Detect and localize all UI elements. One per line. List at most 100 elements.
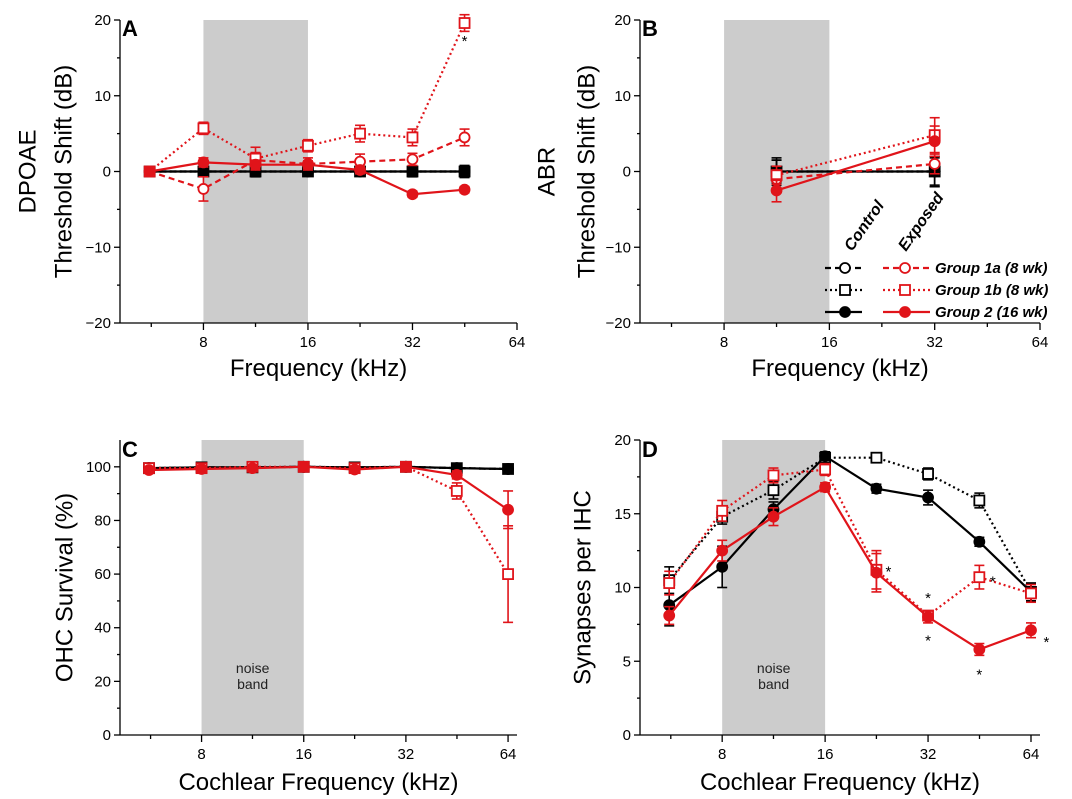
x-tick-label: 8	[199, 334, 207, 351]
y-tick-label: 0	[103, 727, 111, 744]
data-point	[354, 127, 366, 140]
data-point	[928, 135, 941, 148]
data-point	[870, 451, 883, 464]
data-point	[302, 139, 314, 152]
data-point	[839, 284, 851, 296]
significance-star: *	[990, 574, 996, 591]
x-tick-label: 64	[1032, 334, 1049, 351]
data-point	[246, 462, 259, 475]
x-tick-label: 8	[197, 746, 205, 763]
panel-label: C	[122, 437, 138, 462]
data-point	[502, 503, 514, 516]
data-point	[143, 464, 155, 476]
y-axis-title: DPOAE	[15, 129, 42, 213]
y-tick-label: −20	[606, 315, 631, 332]
panel-A: −20 −10 0 10 20 8 16 32 64 Frequency (kHz) DPOAE Th…	[15, 12, 526, 382]
noise-band	[201, 440, 304, 735]
y-tick-label: 0	[103, 164, 111, 181]
y-tick-label: 80	[94, 512, 111, 529]
data-point	[354, 164, 366, 176]
x-axis-title: Cochlear Frequency (kHz)	[178, 769, 458, 796]
data-point	[406, 153, 419, 166]
data-point	[973, 571, 986, 584]
data-point	[197, 156, 210, 169]
panel-label: A	[122, 16, 138, 41]
y-tick-label: 20	[614, 432, 631, 449]
data-point	[197, 122, 210, 135]
significance-star: *	[925, 590, 931, 607]
x-tick-label: 8	[718, 746, 726, 763]
noise-band-label: band	[237, 676, 268, 692]
data-point	[143, 165, 156, 178]
y-tick-label: 5	[623, 653, 631, 670]
data-point	[716, 560, 729, 573]
y-tick-label: 20	[94, 12, 111, 29]
y-tick-label: 10	[614, 88, 631, 105]
y-axis-title: OHC Survival (%)	[52, 493, 79, 682]
legend-header-exposed: Exposed	[895, 189, 948, 254]
data-point	[1025, 587, 1037, 600]
data-point	[302, 158, 314, 171]
data-point	[399, 460, 412, 473]
data-point	[348, 463, 361, 476]
y-tick-label: 60	[94, 566, 111, 583]
data-point	[819, 463, 832, 476]
x-tick-label: 64	[1023, 746, 1040, 763]
y-tick-label: 20	[94, 673, 111, 690]
panel-label: B	[642, 16, 658, 41]
data-point	[1025, 624, 1037, 637]
y-tick-label: 15	[614, 506, 631, 523]
x-axis-title: Frequency (kHz)	[230, 355, 407, 382]
series-line	[668, 454, 1032, 607]
y-tick-label: 10	[614, 580, 631, 597]
data-point	[839, 306, 851, 318]
x-tick-label: 16	[300, 334, 317, 351]
data-point	[297, 460, 310, 473]
data-point	[663, 609, 676, 622]
series-exposed-group-2	[143, 460, 514, 530]
data-point	[928, 158, 941, 170]
legend-header-control: Control	[841, 197, 888, 254]
data-point	[899, 262, 911, 274]
x-tick-label: 32	[926, 334, 943, 351]
x-tick-label: 64	[500, 746, 517, 763]
data-point	[899, 306, 911, 318]
y-tick-label: −10	[86, 239, 111, 256]
series-line	[776, 162, 935, 181]
data-point	[458, 17, 471, 29]
data-point	[973, 643, 986, 656]
series-line	[668, 468, 1032, 617]
x-tick-label: 16	[295, 746, 312, 763]
y-tick-label: 10	[94, 88, 111, 105]
x-tick-label: 16	[817, 746, 834, 763]
series-exposed-group-2	[770, 125, 941, 203]
data-point	[922, 491, 934, 504]
panel-B: −20 −10 0 10 20 8 16 32 64 Frequency (kHz) ABR Thre…	[534, 12, 1049, 382]
y-axis-title: ABR	[534, 147, 561, 196]
series-control-group-2	[663, 450, 1037, 627]
x-tick-label: 16	[821, 334, 838, 351]
data-point	[197, 183, 210, 195]
legend-label: Group 1a (8 wk)	[935, 260, 1048, 277]
y-tick-label: 0	[623, 164, 631, 181]
data-point	[973, 535, 986, 548]
data-point	[502, 463, 514, 475]
y-tick-label: 0	[623, 727, 631, 744]
data-point	[502, 568, 514, 580]
x-tick-label: 8	[720, 334, 728, 351]
series-line	[148, 465, 509, 511]
data-point	[839, 262, 851, 274]
data-point	[458, 131, 471, 144]
legend-label: Group 2 (16 wk)	[935, 304, 1048, 321]
y-tick-label: 100	[86, 459, 111, 476]
data-point	[767, 484, 780, 497]
series-exposed-group-2	[143, 156, 471, 201]
x-tick-label: 32	[404, 334, 421, 351]
data-point	[450, 485, 463, 497]
legend-label: Group 1b (8 wk)	[935, 282, 1048, 299]
significance-star: *	[1043, 634, 1049, 651]
significance-star: *	[462, 33, 468, 50]
y-axis-title: Synapses per IHC	[570, 490, 597, 685]
